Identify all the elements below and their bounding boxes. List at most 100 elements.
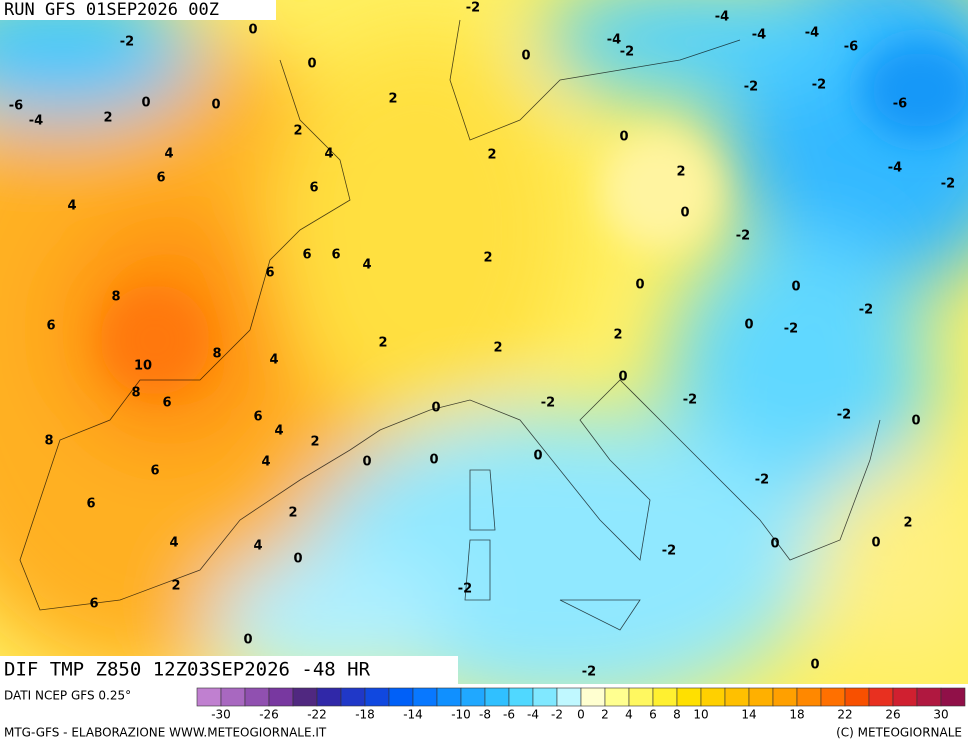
contour-label: 2: [903, 516, 912, 531]
colorbar-tick-label: -30: [211, 708, 231, 722]
colorbar-tick-label: 2: [601, 708, 609, 722]
colorbar-tick-label: 6: [649, 708, 657, 722]
colorbar-tick-label: 8: [673, 708, 681, 722]
contour-label: -2: [620, 45, 634, 60]
colorbar-tick-label: -6: [503, 708, 515, 722]
contour-label: -2: [744, 80, 758, 95]
contour-label: 6: [302, 248, 311, 263]
contour-label: -2: [784, 322, 798, 337]
contour-label: -4: [888, 161, 902, 176]
contour-label: 0: [141, 96, 150, 111]
contour-label: -2: [837, 408, 851, 423]
contour-label: 4: [67, 199, 76, 214]
contour-label: 0: [521, 49, 530, 64]
contour-label: 2: [288, 506, 297, 521]
contour-label: 6: [46, 319, 55, 334]
contour-label: 2: [493, 341, 502, 356]
contour-label: -2: [541, 396, 555, 411]
contour-label: 4: [169, 536, 178, 551]
colorbar-swatch: [364, 687, 390, 707]
colorbar-swatch: [652, 687, 678, 707]
contour-label: 8: [212, 347, 221, 362]
colorbar-swatch: [868, 687, 894, 707]
colorbar-swatch: [796, 687, 822, 707]
contour-labels: -2-4-20-4-2-4 -4-600-6-40 022-2 -2-62 04 4 26 2…: [9, 1, 955, 680]
contour-label: 2: [310, 435, 319, 450]
colorbar-swatch: [532, 687, 558, 707]
contour-label: -2: [466, 1, 480, 16]
colorbar-swatch: [844, 687, 870, 707]
contour-label: 0: [533, 449, 542, 464]
contour-label: 0: [293, 552, 302, 567]
colorbar-swatch: [556, 687, 582, 707]
contour-label: 0: [248, 23, 257, 38]
contour-label: 0: [810, 658, 819, 673]
contour-label: 0: [635, 278, 644, 293]
contour-label: -2: [458, 582, 472, 597]
contour-label: -2: [859, 303, 873, 318]
contour-label: 6: [253, 410, 262, 425]
colorbar-swatch: [772, 687, 798, 707]
colorbar-swatch: [196, 687, 222, 707]
contour-label: 0: [431, 401, 440, 416]
colorbar-swatch: [580, 687, 606, 707]
colorbar-swatch: [484, 687, 510, 707]
contour-label: 2: [676, 165, 685, 180]
colorbar-swatch: [748, 687, 774, 707]
contour-label: -2: [683, 393, 697, 408]
colorbar-tick-label: -14: [403, 708, 423, 722]
colorbar-tick-label: -26: [259, 708, 279, 722]
colorbar-tick-label: -2: [551, 708, 563, 722]
contour-label: 0: [770, 537, 779, 552]
map-field: [0, 0, 968, 684]
contour-label: 0: [911, 414, 920, 429]
colorbar-tick-label: 26: [885, 708, 900, 722]
contour-label: 2: [487, 148, 496, 163]
colorbar-swatch: [700, 687, 726, 707]
colorbar-swatch: [412, 687, 438, 707]
run-title: RUN GFS 01SEP2026 00Z: [4, 0, 219, 20]
contour-label: 0: [871, 536, 880, 551]
colorbar-swatch: [676, 687, 702, 707]
contour-label: 0: [619, 130, 628, 145]
colorbar-swatch: [892, 687, 918, 707]
contour-label: -2: [662, 544, 676, 559]
contour-label: 6: [265, 266, 274, 281]
contour-label: 2: [483, 251, 492, 266]
contour-label: 6: [309, 181, 318, 196]
colorbar-swatch: [220, 687, 246, 707]
contour-label: 10: [134, 359, 152, 374]
contour-label: 4: [324, 147, 333, 162]
contour-label: 2: [293, 124, 302, 139]
contour-label: 4: [164, 147, 173, 162]
colorbar-tick-label: 0: [577, 708, 585, 722]
contour-label: -2: [736, 229, 750, 244]
colorbar-tick-label: 4: [625, 708, 633, 722]
contour-label: 6: [150, 464, 159, 479]
contour-label: 4: [274, 424, 283, 439]
contour-label: 4: [269, 353, 278, 368]
contour-label: 2: [171, 579, 180, 594]
colorbar: -30 -26 -22 -18 -14 -10 -8 -6 -4 -2 0 2 4 6 8 10 14 18 22 2…: [196, 687, 966, 722]
contour-label: 4: [253, 539, 262, 554]
colorbar-tick-label: 10: [693, 708, 708, 722]
contour-label: 6: [89, 597, 98, 612]
contour-label: -6: [844, 40, 858, 55]
contour-label: 2: [613, 328, 622, 343]
contour-label: 4: [362, 258, 371, 273]
contour-label: -2: [120, 35, 134, 50]
colorbar-tick-label: -22: [307, 708, 327, 722]
contour-label: 6: [156, 171, 165, 186]
colorbar-tick-label: -8: [479, 708, 491, 722]
contour-label: -4: [29, 114, 43, 129]
contour-label: 0: [307, 57, 316, 72]
contour-label: 0: [429, 453, 438, 468]
contour-label: -2: [582, 665, 596, 680]
colorbar-swatch: [460, 687, 486, 707]
contour-label: 6: [331, 248, 340, 263]
field-box: [0, 656, 458, 684]
contour-label: -2: [941, 177, 955, 192]
contour-label: -6: [893, 97, 907, 112]
coastlines: [19, 19, 881, 631]
field-title: DIF TMP Z850 12Z03SEP2026 -48 HR: [4, 659, 371, 681]
